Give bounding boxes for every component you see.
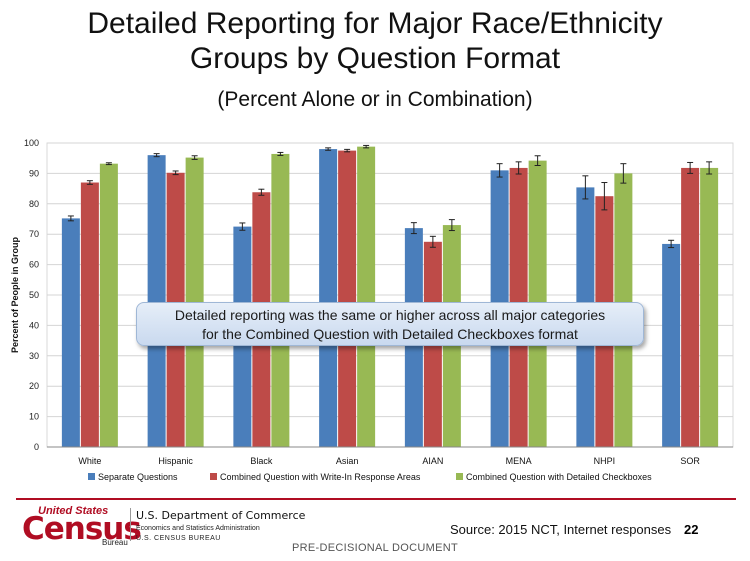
y-tick-label: 10 xyxy=(29,412,39,422)
callout-line-1: Detailed reporting was the same or highe… xyxy=(174,307,606,323)
bar-asian-series-3 xyxy=(357,146,376,447)
department-name: U.S. Department of Commerce xyxy=(136,509,306,522)
y-tick-label: 90 xyxy=(29,168,39,178)
legend-swatch-1 xyxy=(88,473,95,480)
x-category-label: NHPI xyxy=(594,456,616,466)
y-axis-title: Percent of People in Group xyxy=(10,236,20,353)
y-tick-label: 20 xyxy=(29,381,39,391)
department-administration: Economics and Statistics Administration xyxy=(136,525,260,532)
logo-divider xyxy=(130,508,131,541)
x-category-label: Asian xyxy=(336,456,359,466)
y-tick-label: 0 xyxy=(34,442,39,452)
y-tick-label: 60 xyxy=(29,260,39,270)
y-tick-label: 30 xyxy=(29,351,39,361)
x-category-label: White xyxy=(78,456,101,466)
x-category-label: AIAN xyxy=(422,456,443,466)
callout-line-2: for the Combined Question with Detailed … xyxy=(202,326,578,342)
bar-sor-series-2 xyxy=(681,167,700,448)
legend-swatch-2 xyxy=(210,473,217,480)
y-tick-label: 80 xyxy=(29,199,39,209)
bar-white-series-2 xyxy=(80,182,99,447)
legend-label-2: Combined Question with Write-In Response… xyxy=(220,472,421,482)
bar-white-series-3 xyxy=(99,163,118,447)
bar-black-series-3 xyxy=(271,153,290,447)
bar-asian-series-2 xyxy=(338,150,357,447)
bar-chart: 0 10 20 30 40 50 60 70 80 90 100 Percent of People … xyxy=(10,138,734,482)
slide-title: Detailed Reporting for Major Race/Ethnic… xyxy=(0,6,750,76)
slide-subtitle: (Percent Alone or in Combination) xyxy=(217,88,533,111)
title-line-1: Detailed Reporting for Major Race/Ethnic… xyxy=(87,7,663,40)
x-category-label: MENA xyxy=(506,456,532,466)
y-tick-label: 50 xyxy=(29,290,39,300)
bar-sor-series-3 xyxy=(700,167,719,448)
x-category-label: Black xyxy=(250,456,273,466)
bar-sor-series-1 xyxy=(662,243,681,447)
logo-bureau-text: Bureau xyxy=(102,538,128,547)
title-line-2: Groups by Question Format xyxy=(189,42,561,75)
callout-box: Detailed reporting was the same or highe… xyxy=(136,302,644,346)
bar-hispanic-series-1 xyxy=(147,155,166,447)
source-note: Source: 2015 NCT, Internet responses xyxy=(450,522,672,537)
predecisional-watermark: PRE-DECISIONAL DOCUMENT xyxy=(291,542,458,554)
bar-white-series-1 xyxy=(61,218,80,447)
y-tick-label: 40 xyxy=(29,320,39,330)
department-bureau: U.S. CENSUS BUREAU xyxy=(136,535,221,542)
page-number: 22 xyxy=(684,522,699,537)
x-category-label: SOR xyxy=(680,456,700,466)
footer-divider xyxy=(16,498,736,500)
legend-swatch-3 xyxy=(456,473,463,480)
y-tick-label: 100 xyxy=(24,138,39,148)
legend-label-3: Combined Question with Detailed Checkbox… xyxy=(466,472,652,482)
census-logo: United States Census Bureau xyxy=(16,505,142,547)
y-tick-label: 70 xyxy=(29,229,39,239)
logo-top-text: United States xyxy=(38,505,109,517)
department-block: U.S. Department of Commerce Economics an… xyxy=(136,509,305,542)
bar-asian-series-1 xyxy=(319,149,338,447)
logo-main-text: Census xyxy=(22,511,142,547)
x-category-label: Hispanic xyxy=(158,456,193,466)
legend-label-1: Separate Questions xyxy=(98,472,178,482)
